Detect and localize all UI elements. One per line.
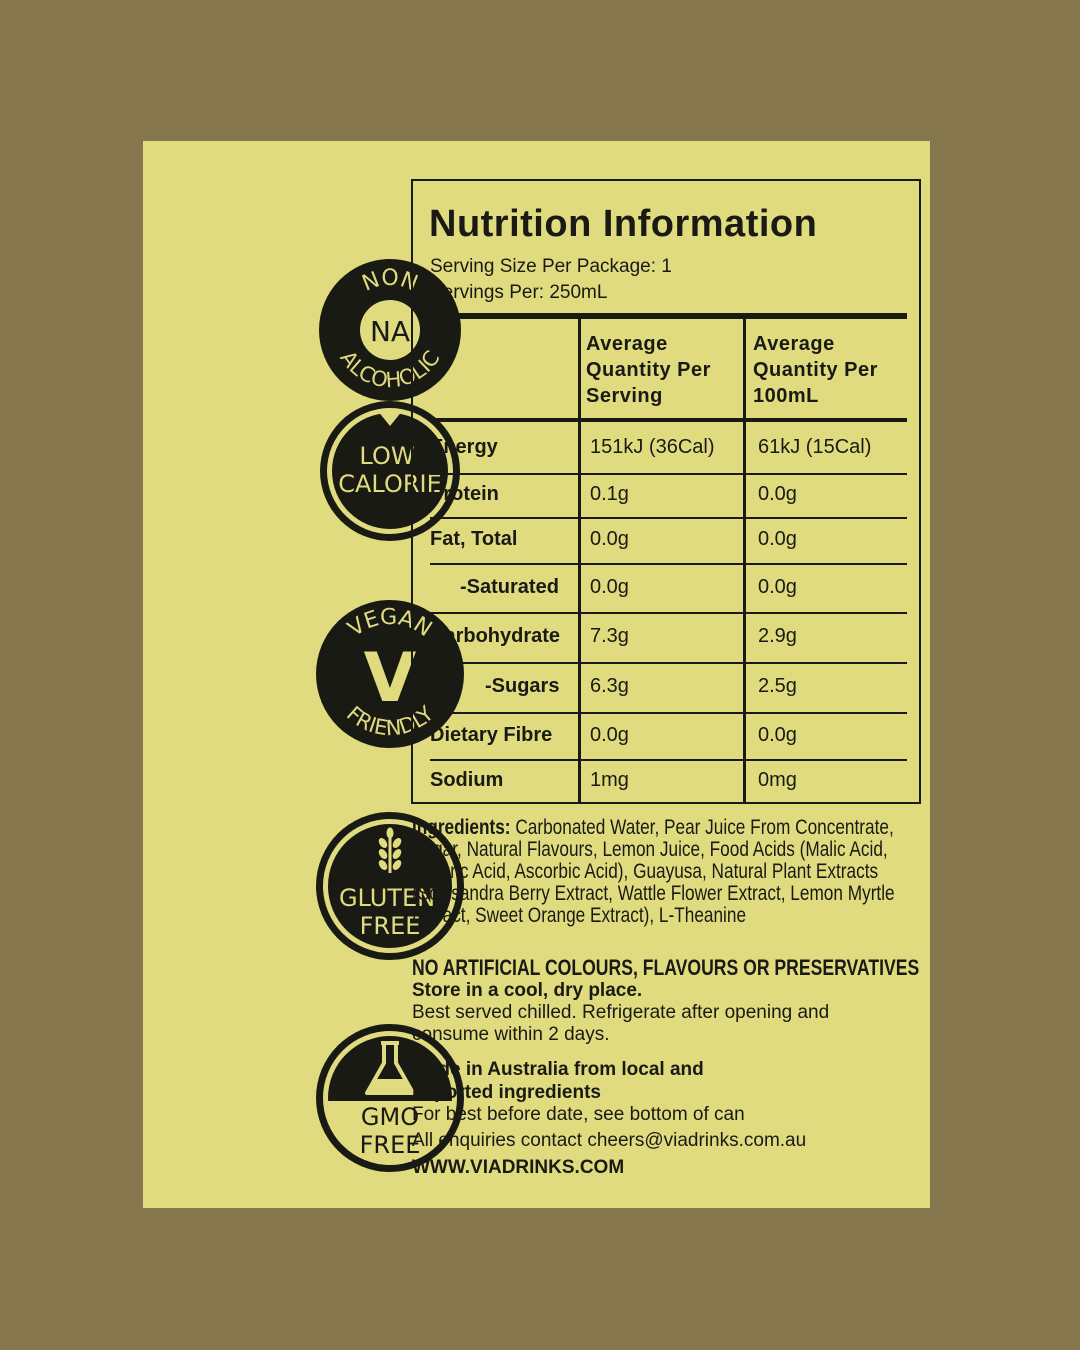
nutrient-name: Energy (430, 435, 498, 458)
gluten-free-badge: GLUTEN FREE (316, 812, 464, 960)
row-divider (430, 473, 907, 475)
header-per-100ml: Average Quantity Per 100mL (753, 333, 878, 407)
per-serving-value: 6.3g (590, 675, 629, 697)
per-100ml-value: 0mg (758, 768, 797, 791)
badge-line-2: CALORIE (338, 470, 442, 498)
header-rule (430, 313, 907, 319)
row-divider (430, 662, 907, 664)
row-divider (430, 759, 907, 761)
wheat-icon (378, 827, 402, 873)
badge-center-text: V (364, 639, 417, 718)
nutrient-name: Protein (430, 483, 499, 505)
ingredients-label: Ingredients: (412, 816, 511, 839)
row-divider (430, 563, 907, 565)
nutrient-name: -Saturated (460, 575, 559, 598)
per-serving-value: 0.1g (590, 483, 629, 505)
per-serving-value: 151kJ (36Cal) (590, 435, 715, 458)
low-calorie-badge: LOW CALORIE (320, 401, 460, 541)
badge-center-text: NA (370, 315, 410, 348)
column-divider (743, 319, 746, 802)
per-100ml-value: 61kJ (15Cal) (758, 435, 872, 458)
non-alcoholic-badge: NON NA ALCOHOLIC (319, 259, 461, 401)
nutrient-name: Dietary Fibre (430, 723, 553, 746)
serving-size: Serving Size Per Package: 1 (430, 256, 672, 277)
per-serving-value: 7.3g (590, 625, 629, 647)
origin-note: Made in Australia from local and importe… (412, 1059, 704, 1103)
row-divider (430, 712, 907, 714)
row-divider (430, 517, 907, 519)
best-before-note: For best before date, see bottom of can (412, 1104, 745, 1125)
nutrient-name: Sodium (430, 768, 504, 791)
ingredients: Ingredients: Carbonated Water, Pear Juic… (412, 817, 925, 927)
header-per-serving: Average Quantity Per Serving (586, 333, 711, 407)
nutrition-panel: Nutrition Information Serving Size Per P… (411, 179, 921, 804)
badge-line-2: FREE (360, 1131, 421, 1159)
per-serving-value: 0.0g (590, 528, 629, 550)
nutrition-title: Nutrition Information (429, 203, 818, 245)
badge-line-2: FREE (360, 912, 421, 940)
no-artificial-notice: NO ARTIFICIAL COLOURS, FLAVOURS OR PRESE… (412, 955, 920, 980)
ingredients-text: Carbonated Water, Pear Juice From Concen… (412, 816, 895, 927)
per-100ml-value: 0.0g (758, 723, 797, 746)
per-100ml-value: 0.0g (758, 575, 797, 598)
storage-note: Store in a cool, dry place. (412, 980, 643, 1001)
enquiries-note[interactable]: All enquiries contact cheers@viadrinks.c… (412, 1130, 807, 1151)
gmo-free-badge: GMO FREE (316, 1024, 464, 1172)
badge-line-1: LOW (359, 442, 414, 470)
per-100ml-value: 2.9g (758, 625, 797, 647)
badge-line-1: GLUTEN (339, 884, 435, 912)
flask-icon (365, 1041, 415, 1095)
per-100ml-value: 0.0g (758, 483, 797, 505)
column-divider (578, 319, 581, 802)
serving-note: Best served chilled. Refrigerate after o… (412, 1002, 830, 1045)
per-serving-value: 0.0g (590, 575, 629, 598)
per-serving-value: 0.0g (590, 723, 629, 746)
nutrient-name: Fat, Total (430, 528, 518, 550)
row-divider (430, 612, 907, 614)
servings-per: Servings Per: 250mL (430, 282, 608, 303)
nutrient-name: Carbohydrate (430, 625, 561, 647)
badge-line-1: GMO (361, 1103, 419, 1131)
table-rule (430, 418, 907, 422)
nutrient-name: -Sugars (485, 675, 560, 697)
vegan-friendly-badge: VEGAN V FRIENDLY (316, 600, 464, 748)
per-100ml-value: 0.0g (758, 528, 797, 550)
per-serving-value: 1mg (590, 768, 629, 791)
per-100ml-value: 2.5g (758, 675, 797, 697)
website-link[interactable]: WWW.VIADRINKS.COM (412, 1157, 625, 1178)
